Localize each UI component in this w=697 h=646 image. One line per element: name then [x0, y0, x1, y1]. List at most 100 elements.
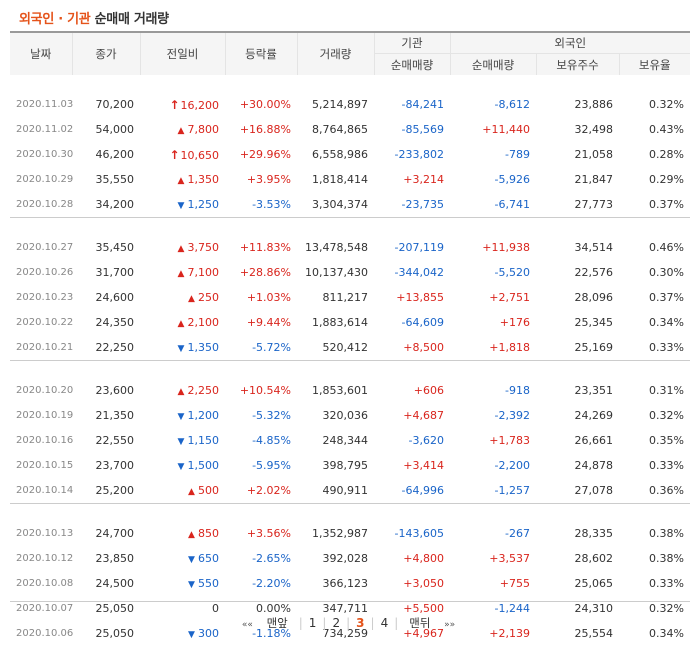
foreign-net-cell: -2,392	[494, 409, 530, 422]
table-row: 2020.10.27 35,450 ▲ 3,750 +11.83% 13,478,548 -…	[10, 235, 690, 260]
change-value: 1,150	[187, 434, 220, 447]
table-row: 2020.10.26 31,700 ▲ 7,100 +28.86% 10,137,430 -…	[10, 260, 690, 285]
inst-net-cell: -207,119	[394, 241, 444, 254]
rate-cell: -5.95%	[252, 459, 291, 472]
change-value: 500	[198, 484, 219, 497]
foreign-holdings-cell: 21,058	[574, 148, 614, 161]
inst-net-cell: -3,620	[408, 434, 444, 447]
date-cell: 2020.10.28	[16, 199, 74, 210]
date-cell: 2020.10.27	[16, 242, 74, 253]
divider: |	[298, 616, 303, 630]
page-link-2[interactable]: 2	[332, 616, 341, 630]
foreign-ratio-cell: 0.33%	[649, 577, 684, 590]
double-right-chevron-icon: »»	[444, 620, 456, 630]
foreign-holdings-cell: 23,351	[574, 384, 614, 397]
volume-cell: 1,352,987	[312, 527, 368, 540]
foreign-net-cell: +755	[499, 577, 530, 590]
volume-cell: 734,259	[322, 627, 369, 640]
change-cell: ▼ 300	[140, 621, 225, 646]
down-triangle-icon: ▼	[188, 630, 195, 640]
close-cell: 23,850	[95, 552, 135, 565]
date-cell: 2020.10.19	[16, 410, 74, 421]
close-cell: 70,200	[95, 98, 135, 111]
close-cell: 24,350	[95, 316, 135, 329]
foreign-ratio-cell: 0.30%	[649, 266, 684, 279]
foreign-net-cell: -5,520	[494, 266, 530, 279]
pagination: «« 맨앞 | 1 | 2 | 3 | 4 | 맨뒤 »»	[0, 615, 697, 631]
divider: |	[322, 616, 327, 630]
volume-cell: 1,853,601	[312, 384, 368, 397]
volume-cell: 6,558,986	[312, 148, 368, 161]
foreign-ratio-cell: 0.37%	[649, 198, 684, 211]
foreign-ratio-cell: 0.33%	[649, 459, 684, 472]
last-page-link[interactable]: 맨뒤 »»	[399, 615, 465, 631]
header-rate: 등락률	[225, 31, 298, 75]
header-foreign-net: 순매매량	[450, 53, 537, 75]
close-cell: 25,050	[95, 627, 135, 640]
foreign-holdings-cell: 25,065	[574, 577, 614, 590]
foreign-holdings-cell: 23,886	[574, 98, 614, 111]
change-value: 2,100	[187, 316, 220, 329]
date-cell: 2020.10.16	[16, 435, 74, 446]
change-value: 300	[198, 627, 219, 640]
page-link-3-current[interactable]: 3	[356, 616, 365, 630]
up-triangle-icon: ▲	[177, 387, 185, 397]
up-triangle-icon: ▲	[177, 244, 185, 254]
rate-cell: +28.86%	[239, 266, 291, 279]
foreign-ratio-cell: 0.31%	[649, 384, 684, 397]
group-divider	[10, 217, 690, 218]
date-cell: 2020.10.12	[16, 553, 74, 564]
volume-cell: 347,711	[322, 602, 369, 615]
volume-cell: 1,818,414	[312, 173, 368, 186]
foreign-net-cell: +11,938	[482, 241, 530, 254]
volume-cell: 5,214,897	[312, 98, 368, 111]
divider: |	[394, 616, 399, 630]
table-row: 2020.10.28 34,200 ▼ 1,250 -3.53% 3,304,374 -23…	[10, 192, 690, 218]
change-cell: ▲ 2,100	[140, 310, 225, 335]
header-date: 날짜	[10, 31, 73, 75]
header-change: 전일비	[140, 31, 226, 75]
inst-net-cell: -143,605	[394, 527, 444, 540]
rate-cell: +1.03%	[246, 291, 291, 304]
first-page-link[interactable]: «« 맨앞	[232, 615, 298, 631]
group-spacer	[10, 75, 690, 92]
first-page-label: 맨앞	[266, 616, 288, 630]
page-link-4[interactable]: 4	[380, 616, 389, 630]
rate-cell: +9.44%	[246, 316, 291, 329]
change-value: 7,100	[187, 266, 220, 279]
date-cell: 2020.10.08	[16, 578, 74, 589]
change-value: 7,800	[187, 123, 220, 136]
rate-cell: -2.20%	[252, 577, 291, 590]
double-left-chevron-icon: ««	[241, 620, 253, 630]
rate-cell: +30.00%	[239, 98, 291, 111]
foreign-holdings-cell: 34,514	[574, 241, 614, 254]
foreign-net-cell: -8,612	[494, 98, 530, 111]
change-value: 250	[198, 291, 219, 304]
volume-cell: 398,795	[322, 459, 369, 472]
foreign-net-cell: +2,139	[489, 627, 530, 640]
date-cell: 2020.10.26	[16, 267, 74, 278]
rate-cell: -2.65%	[252, 552, 291, 565]
change-cell: ↑16,200	[140, 92, 225, 117]
change-value: 16,200	[180, 98, 220, 112]
foreign-holdings-cell: 21,847	[574, 173, 614, 186]
down-triangle-icon: ▼	[177, 344, 185, 354]
table-row: 2020.10.30 46,200 ↑10,650 +29.96% 6,558,986 -…	[10, 142, 690, 167]
foreign-holdings-cell: 27,773	[574, 198, 614, 211]
header-inst-net: 순매매량	[374, 53, 451, 75]
foreign-holdings-cell: 25,554	[574, 627, 614, 640]
change-value: 1,500	[187, 459, 220, 472]
table-row: 2020.11.03 70,200 ↑16,200 +30.00% 5,214,897 -…	[10, 92, 690, 117]
change-value: 1,350	[187, 341, 220, 354]
inst-net-cell: +13,855	[396, 291, 444, 304]
inst-net-cell: -84,241	[401, 98, 444, 111]
close-cell: 24,600	[95, 291, 135, 304]
rate-cell: +2.02%	[246, 484, 291, 497]
group-spacer	[10, 218, 690, 235]
down-triangle-icon: ▼	[177, 201, 185, 211]
inst-net-cell: -233,802	[394, 148, 444, 161]
close-cell: 46,200	[95, 148, 135, 161]
page-link-1[interactable]: 1	[308, 616, 317, 630]
rate-cell: -4.85%	[252, 434, 291, 447]
close-cell: 22,250	[95, 341, 135, 354]
